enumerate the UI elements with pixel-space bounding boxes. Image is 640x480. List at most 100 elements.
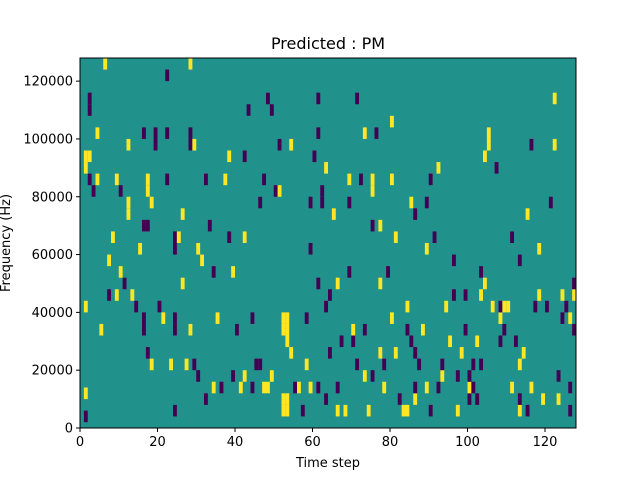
heatmap-cell (165, 69, 170, 82)
heatmap-cell (417, 358, 421, 371)
heatmap-cell (355, 92, 359, 105)
y-tick-label: 20000 (32, 364, 73, 379)
heatmap-cell (111, 231, 115, 243)
heatmap-cell (83, 300, 88, 313)
heatmap-cell (258, 196, 263, 209)
heatmap-cell (188, 323, 193, 336)
heatmap-cell (83, 162, 88, 174)
x-tick-label: 20 (149, 435, 166, 450)
heatmap-cell (126, 138, 131, 151)
heatmap-cell (281, 323, 286, 336)
heatmap-cell (285, 323, 290, 336)
heatmap-cell (382, 381, 387, 394)
heatmap-cell (335, 277, 340, 290)
heatmap-cell (463, 323, 468, 336)
heatmap-cell (529, 138, 534, 151)
heatmap-cell (153, 127, 158, 139)
heatmap-cell (486, 138, 491, 151)
heatmap-cell (351, 335, 356, 348)
heatmap-cell (545, 300, 549, 313)
heatmap-cell (126, 208, 131, 220)
heatmap-cell (324, 300, 328, 313)
heatmap-cell (452, 289, 456, 301)
heatmap-cell (87, 150, 92, 163)
heatmap-cell (378, 347, 383, 359)
heatmap-cell (502, 300, 507, 313)
heatmap-cell (514, 335, 518, 348)
heatmap-cell (83, 387, 88, 400)
heatmap-cell (235, 323, 239, 336)
heatmap-cell (463, 289, 468, 301)
heatmap-cell (572, 289, 576, 301)
heatmap-cell (242, 231, 247, 243)
heatmap-cell (537, 243, 542, 255)
heatmap-cell (87, 104, 92, 116)
heatmap-cell (467, 381, 472, 394)
heatmap-cell (347, 266, 352, 278)
heatmap-cell (475, 335, 480, 348)
heatmap-cell (455, 370, 460, 382)
chart-title: Predicted : PM (271, 34, 385, 53)
heatmap-cell (184, 358, 189, 371)
heatmap-cell (165, 127, 170, 139)
heatmap-cell (498, 300, 503, 313)
heatmap-cell (285, 393, 290, 405)
heatmap-cell (99, 323, 104, 336)
heatmap-cell (142, 323, 146, 336)
heatmap-cell (347, 196, 352, 209)
heatmap-cell (211, 381, 216, 394)
heatmap-cell (262, 173, 266, 186)
x-tick-label: 120 (533, 435, 558, 450)
heatmap-cell (246, 104, 251, 116)
heatmap-cells (83, 58, 576, 423)
heatmap-cell (180, 277, 185, 290)
y-axis-label: Frequency (Hz) (0, 194, 14, 292)
heatmap-cell (211, 266, 216, 278)
x-tick-label: 40 (227, 435, 244, 450)
heatmap-cell (304, 312, 309, 324)
heatmap-cell (285, 335, 290, 348)
heatmap-cell (440, 358, 445, 371)
heatmap-cell (289, 347, 294, 359)
heatmap-cell (370, 370, 375, 382)
heatmap-cell (204, 393, 208, 405)
heatmap-cell (215, 312, 220, 324)
heatmap-cell (324, 393, 328, 405)
heatmap-cell (142, 219, 146, 232)
heatmap-cell (467, 370, 472, 382)
y-tick-label: 80000 (32, 190, 73, 205)
heatmap-cell (409, 335, 414, 348)
heatmap-cell (304, 358, 309, 371)
heatmap-cell (227, 150, 232, 163)
heatmap-cell (413, 393, 418, 405)
y-tick-label: 120000 (23, 75, 73, 90)
heatmap-cell (328, 347, 332, 359)
heatmap-cell (196, 243, 201, 255)
plot-area (79, 57, 577, 429)
heatmap-cell (413, 381, 418, 394)
heatmap-cell (145, 185, 150, 197)
heatmap-cell (517, 358, 522, 371)
heatmap-cell (192, 358, 197, 371)
heatmap-cell (362, 127, 367, 139)
heatmap-cell (479, 358, 483, 371)
heatmap-cell (114, 289, 119, 301)
heatmap-cell (486, 127, 491, 139)
heatmap-cell (390, 312, 394, 324)
heatmap-cell (223, 173, 228, 186)
heatmap-cell (219, 381, 224, 394)
heatmap-cell (207, 219, 212, 232)
heatmap-cell (91, 185, 96, 197)
heatmap-cell (556, 393, 561, 405)
heatmap-cell (107, 254, 111, 267)
heatmap-cell (448, 335, 452, 348)
heatmap-cell (320, 196, 325, 209)
heatmap-cell (483, 150, 487, 163)
heatmap-cell (359, 173, 363, 186)
heatmap-cell (502, 323, 507, 336)
heatmap-cell (556, 370, 561, 382)
heatmap-cell (413, 208, 418, 220)
heatmap-cell (386, 266, 390, 278)
heatmap-cell (517, 404, 522, 417)
heatmap-cell (173, 312, 177, 324)
